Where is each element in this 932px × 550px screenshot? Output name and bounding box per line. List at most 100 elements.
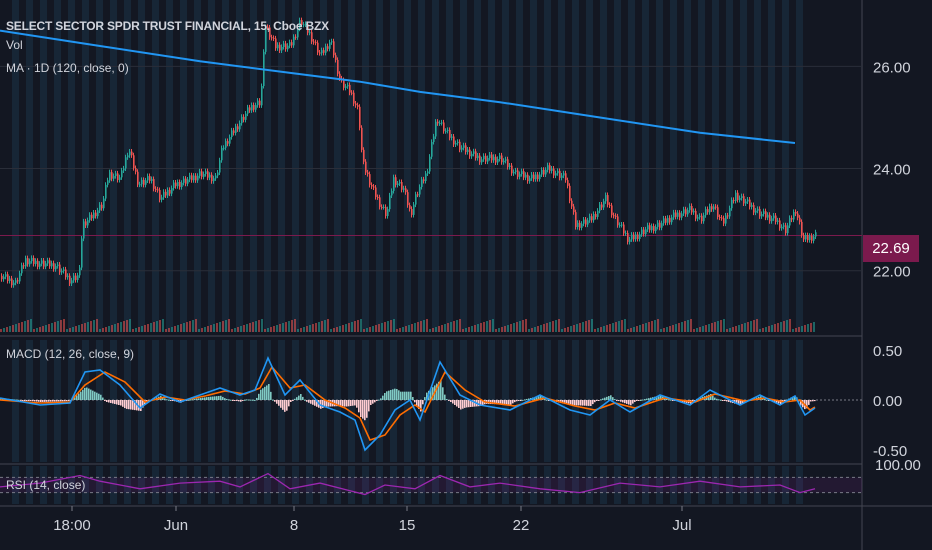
volume-bar — [588, 320, 590, 332]
macd-histogram-bar — [78, 393, 80, 400]
macd-histogram-bar — [506, 400, 508, 405]
macd-histogram-bar — [164, 398, 166, 400]
volume-bar — [564, 328, 566, 332]
macd-legend[interactable]: MACD (12, 26, close, 9) — [6, 347, 135, 361]
volume-bar — [198, 329, 200, 332]
candle-body — [659, 222, 661, 228]
macd-histogram-bar — [300, 394, 302, 400]
candle-body — [749, 199, 751, 207]
macd-histogram-bar — [276, 400, 278, 404]
volume-bar — [501, 327, 503, 332]
candle-body — [681, 213, 683, 218]
candle-body — [777, 220, 779, 222]
session-band — [278, 0, 285, 332]
candle-body — [445, 130, 447, 132]
candle-body — [351, 92, 353, 94]
session-band — [376, 0, 383, 332]
volume-bar — [111, 325, 113, 332]
candle-body — [33, 257, 35, 264]
macd-histogram-bar — [210, 396, 212, 400]
volume-bar — [483, 322, 485, 332]
candle-body — [315, 42, 317, 44]
volume-bar — [792, 329, 794, 332]
volume-bar — [642, 324, 644, 332]
candle-body — [783, 225, 785, 227]
candle-body — [703, 215, 705, 222]
candle-body — [711, 206, 713, 210]
candle-body — [233, 130, 235, 133]
candle-body — [195, 175, 197, 181]
candle-body — [379, 197, 381, 207]
candle-body — [63, 269, 65, 271]
session-band — [222, 340, 229, 462]
candle-body — [489, 154, 491, 159]
candle-body — [107, 180, 109, 185]
session-band — [656, 0, 663, 332]
volume-bar — [717, 321, 719, 332]
macd-histogram-bar — [166, 399, 168, 401]
volume-bar — [180, 324, 182, 332]
volume-bar — [660, 329, 662, 332]
candle-body — [591, 216, 593, 221]
macd-histogram-bar — [230, 399, 232, 401]
volume-bar — [288, 321, 290, 332]
candle-body — [29, 261, 31, 265]
volume-bar — [462, 329, 464, 332]
macd-histogram-bar — [612, 397, 614, 400]
candle-body — [381, 206, 383, 208]
candle-body — [139, 184, 141, 186]
volume-bar — [0, 329, 2, 332]
macd-histogram-bar — [714, 397, 716, 400]
volume-bar — [216, 323, 218, 332]
candle-body — [19, 273, 21, 282]
session-band — [362, 466, 369, 504]
macd-histogram-bar — [64, 400, 66, 402]
volume-bar — [153, 322, 155, 332]
session-band — [684, 0, 691, 332]
macd-histogram-bar — [492, 400, 494, 405]
candle-body — [59, 264, 61, 273]
volume-bar — [108, 326, 110, 332]
candle-body — [169, 189, 171, 194]
macd-histogram-bar — [22, 400, 24, 401]
macd-histogram-bar — [806, 400, 808, 409]
volume-bar — [720, 320, 722, 332]
candle-body — [733, 199, 735, 201]
candle-body — [723, 218, 725, 224]
moving-average-legend[interactable]: MA · 1D (120, close, 0) — [6, 61, 129, 75]
macd-histogram-bar — [60, 400, 62, 402]
volume-bar — [765, 327, 767, 332]
volume-legend[interactable]: Vol — [6, 38, 23, 52]
session-band — [180, 466, 187, 504]
candle-body — [217, 172, 219, 176]
candle-body — [213, 178, 215, 182]
macd-histogram-bar — [500, 400, 502, 405]
candle-body — [65, 269, 67, 278]
macd-histogram-bar — [234, 400, 236, 401]
volume-bar — [315, 323, 317, 332]
macd-histogram-bar — [720, 399, 722, 401]
macd-histogram-bar — [108, 400, 110, 403]
candle-body — [557, 170, 559, 174]
candle-body — [259, 100, 261, 106]
macd-histogram-bar — [578, 400, 580, 406]
macd-histogram-bar — [422, 400, 424, 405]
macd-histogram-bar — [348, 400, 350, 407]
volume-bar — [429, 329, 431, 332]
candle-body — [93, 212, 95, 219]
candle-body — [403, 188, 405, 190]
volume-bar — [600, 327, 602, 332]
macd-histogram-bar — [254, 399, 256, 401]
candle-body — [47, 260, 49, 264]
volume-bar — [516, 322, 518, 332]
macd-histogram-bar — [514, 400, 516, 403]
candle-body — [501, 155, 503, 163]
session-band — [586, 0, 593, 332]
rsi-legend[interactable]: RSI (14, close) — [6, 478, 86, 492]
macd-histogram-bar — [496, 400, 498, 405]
volume-bar — [81, 324, 83, 332]
candle-body — [695, 210, 697, 219]
session-band — [334, 0, 341, 332]
macd-histogram-bar — [336, 400, 338, 407]
